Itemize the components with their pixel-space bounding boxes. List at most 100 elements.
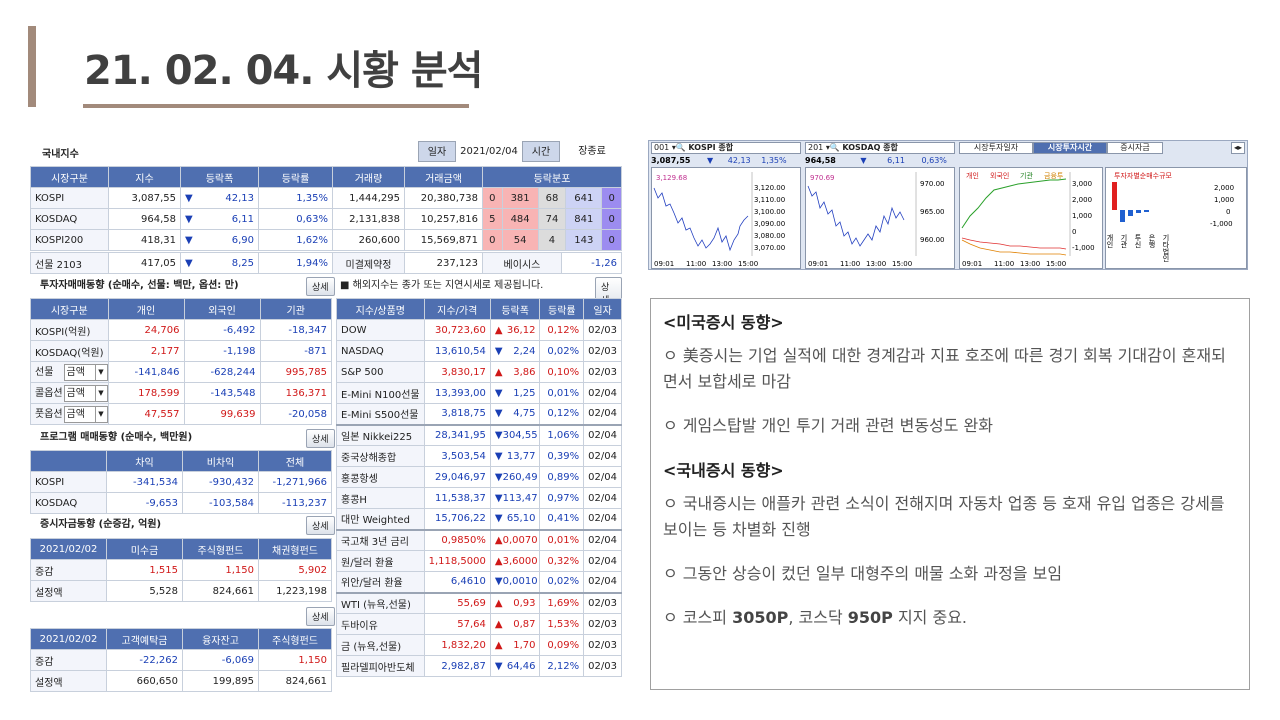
index-value: 3,087,55: [108, 187, 181, 209]
kosdaq-line-chart: 970.69 970.00 965.00 960.00 09:01 11:00 …: [807, 172, 945, 268]
dist-upper: 0: [482, 229, 503, 251]
amount-value: 20,380,738: [404, 187, 483, 209]
col-header: 지수/상품명: [336, 298, 425, 320]
tab-funds[interactable]: 증시자금: [1107, 142, 1163, 154]
arbitrage-value: -9,653: [106, 492, 183, 514]
individual-value: -141,846: [107, 361, 185, 383]
institution-value: 995,785: [259, 361, 332, 383]
row-name: KOSPI: [30, 187, 109, 209]
overseas-change: 1,25: [513, 387, 536, 399]
dist-flat: 68: [537, 187, 567, 209]
deposit-detail-button[interactable]: 상세: [306, 516, 335, 535]
investor-detail-button[interactable]: 상세: [306, 277, 335, 296]
table-row: S&P 500 3,830,17 ▲ 3,86 0,10% 02/03: [336, 361, 622, 383]
foreign-line: [961, 237, 1067, 250]
unit-select[interactable]: 금액 ▼: [63, 406, 108, 423]
overseas-name: E-Mini S500선물: [336, 403, 425, 425]
time-label: 11:00: [994, 260, 1014, 268]
date-value: 2021/02/04: [460, 146, 518, 157]
overseas-value: 6,4610: [423, 571, 491, 593]
col-header: 지수/가격: [423, 298, 491, 320]
table-row: 증감 -22,262 -6,069 1,150: [30, 649, 332, 671]
col-header: 등락분포: [482, 166, 622, 188]
unit-select-value: 금액: [66, 388, 85, 399]
futures-value: 417,05: [108, 252, 181, 274]
kospi-selector[interactable]: 001 ▾🔍 KOSPI 종합: [651, 142, 801, 154]
unit-select[interactable]: 금액 ▼: [63, 385, 108, 402]
overseas-date: 02/04: [583, 487, 622, 509]
down-arrow-icon: ▼: [494, 345, 503, 357]
tick-label: 3,070.00: [754, 244, 785, 252]
unit-select-value: 금액: [66, 409, 85, 420]
row-name: 풋옵션: [35, 409, 63, 420]
col-header: 개인: [107, 298, 185, 320]
table-row: DOW 30,723,60 ▲ 36,12 0,12% 02/03: [336, 319, 622, 341]
chevron-down-icon[interactable]: ▼: [94, 386, 107, 401]
tab-market-time[interactable]: 시장투자시간: [1033, 142, 1107, 154]
col-header: 시장구분: [30, 298, 109, 320]
overseas-value: 13,393,00: [423, 382, 491, 404]
percent-value: 1,62%: [258, 229, 333, 251]
overseas-percent: 0,12%: [539, 319, 585, 341]
search-icon[interactable]: 🔍: [675, 143, 686, 152]
institution-line: [961, 239, 1067, 256]
overseas-value: 11,538,37: [423, 487, 491, 509]
kospi-high-label: 3,129.68: [656, 174, 687, 182]
deposit-detail-button-2[interactable]: 상세: [306, 607, 335, 626]
tick-label: 960.00: [920, 236, 945, 244]
kr-market-heading: <국내증시 동향>: [663, 461, 784, 480]
deposit-value: 5,902: [258, 559, 332, 581]
deposit-value: -22,262: [106, 649, 183, 671]
overseas-percent: 1,06%: [539, 423, 585, 446]
legend-institution: 기관: [1020, 171, 1033, 180]
down-arrow-icon: ▼: [860, 156, 867, 165]
time-label: 11:00: [686, 260, 706, 268]
search-icon[interactable]: 🔍: [829, 143, 840, 152]
kosdaq-selector[interactable]: 201 ▾🔍 KOSDAQ 종합: [805, 142, 955, 154]
tab-market-daily[interactable]: 시장투자일자: [959, 142, 1033, 154]
tick-label: 3,110.00: [754, 196, 785, 204]
amount-value: 15,569,871: [404, 229, 483, 251]
category-label: 기타법인: [1162, 233, 1170, 262]
legend-foreign: 외국인: [990, 171, 1009, 180]
overseas-name: S&P 500: [336, 361, 425, 383]
time-label: 13:00: [1020, 260, 1040, 268]
overseas-percent: 0,02%: [539, 571, 585, 593]
chevron-down-icon[interactable]: ▾: [671, 143, 676, 152]
unit-select[interactable]: 금액 ▼: [63, 364, 108, 381]
overseas-date: 02/03: [583, 340, 622, 362]
chevron-down-icon[interactable]: ▾: [825, 143, 830, 152]
overseas-date: 02/03: [583, 655, 622, 677]
table-row: 증감 1,515 1,150 5,902: [30, 559, 332, 581]
kosdaq-value: 964,58: [805, 156, 836, 165]
deposit-value: 660,650: [106, 670, 183, 692]
kospi-price-line: [653, 187, 749, 252]
program-detail-button[interactable]: 상세: [306, 429, 335, 448]
table-row: KOSDAQ -9,653 -103,584 -113,237: [30, 492, 332, 514]
investor-line-chart: 개인 외국인 기관 금융투 3,000 2,000 1,000 0 -1,000…: [961, 171, 1095, 268]
overseas-date: 02/04: [583, 571, 622, 593]
table-row: 설정액 660,650 199,895 824,661: [30, 670, 332, 692]
down-arrow-icon: ▼: [494, 576, 503, 588]
overseas-change-cell: ▲ 0,93: [489, 591, 541, 614]
kosdaq-price-line: [807, 185, 905, 247]
deposit-value: -6,069: [182, 649, 259, 671]
chevron-left-right-icon[interactable]: ◂▸: [1230, 142, 1245, 154]
bar-bank: [1136, 210, 1141, 213]
table-row: 선물 금액 ▼ -141,846 -628,244 995,785: [30, 361, 332, 383]
table-row: 일본 Nikkei225 28,341,95 ▼ 304,55 1,06% 02/04: [336, 423, 622, 446]
chevron-down-icon[interactable]: ▼: [94, 365, 107, 380]
chevron-down-icon[interactable]: ▼: [94, 407, 107, 422]
overseas-change: 0,87: [513, 618, 536, 630]
overseas-change: 0,0010: [502, 576, 538, 588]
kospi-code: 001: [654, 143, 670, 152]
category-label: 개인: [1106, 233, 1114, 248]
kosdaq-name: KOSDAQ 종합: [842, 143, 898, 152]
overseas-value: 3,830,17: [423, 361, 491, 383]
down-arrow-icon: ▼: [185, 257, 193, 269]
overseas-percent: 0,02%: [539, 340, 585, 362]
row-name: KOSDAQ: [30, 208, 109, 230]
institution-value: -871: [259, 340, 332, 362]
up-arrow-icon: ▲: [494, 618, 503, 630]
overseas-value: 3,503,54: [423, 445, 491, 467]
